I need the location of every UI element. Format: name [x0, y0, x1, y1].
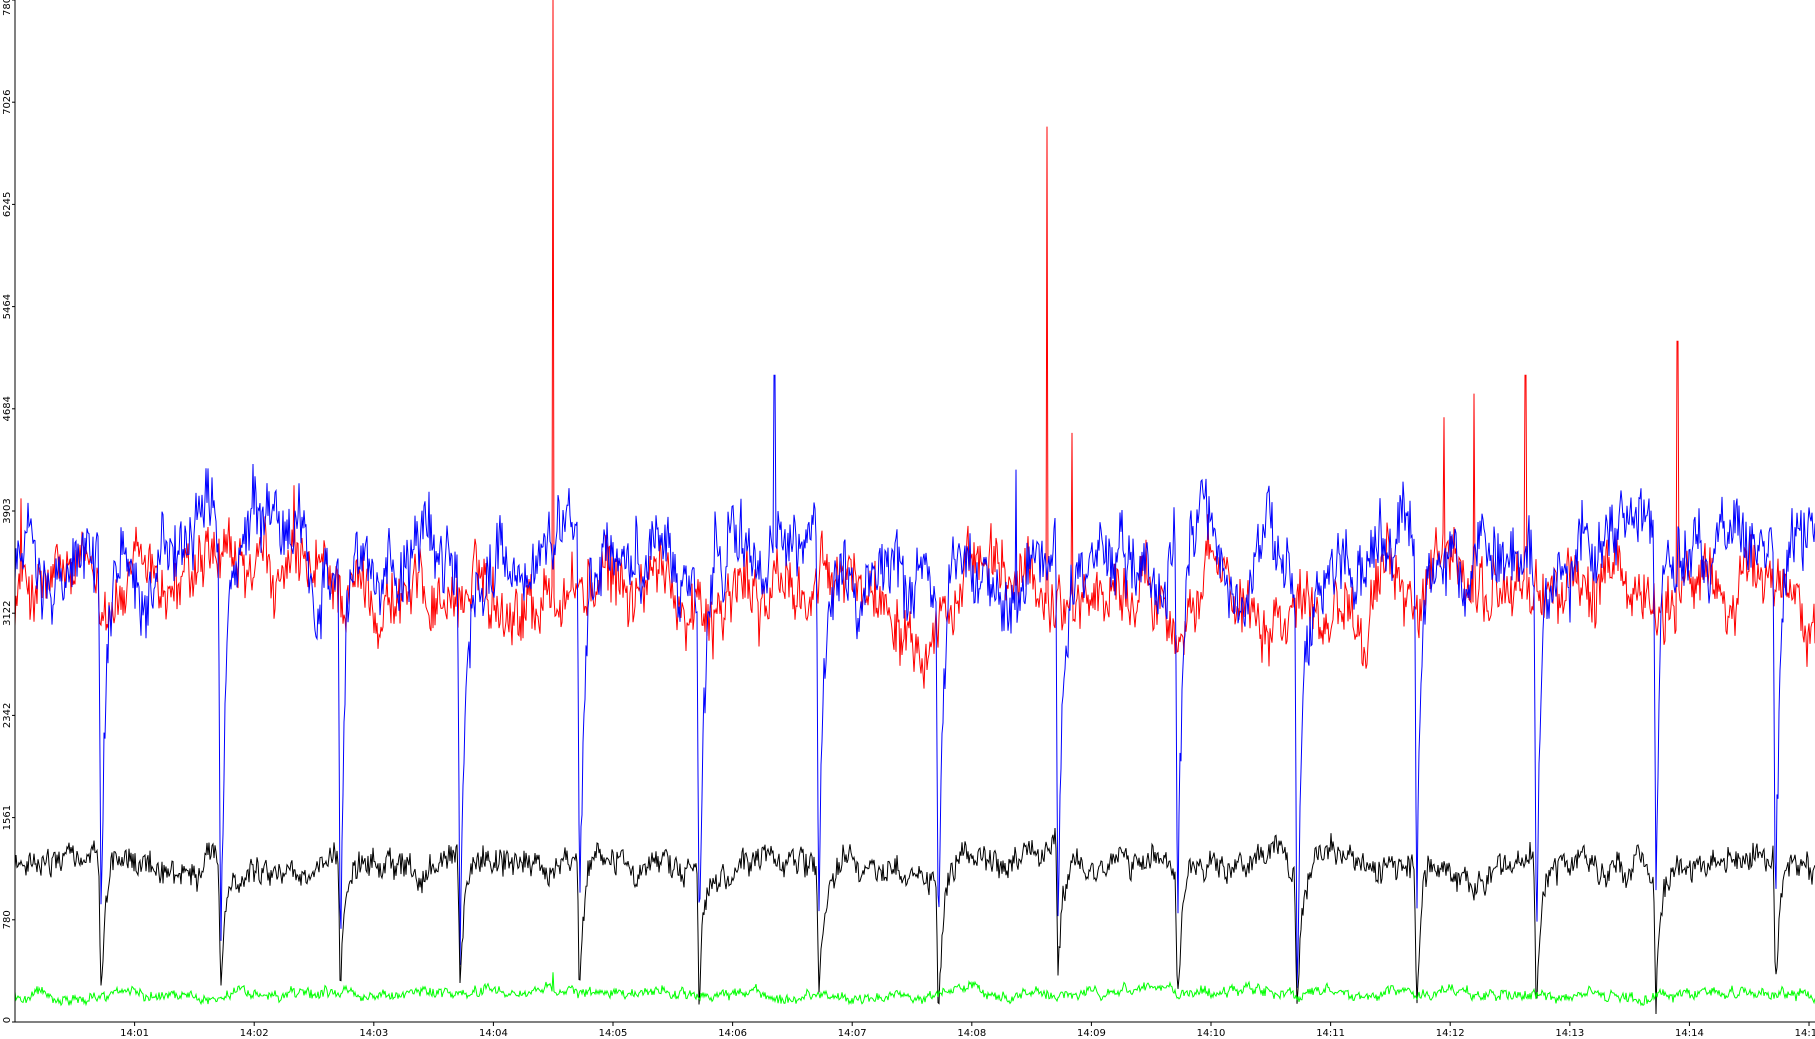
x-tick-label: 14:12	[1436, 1028, 1465, 1039]
x-tick-label: 14:11	[1316, 1028, 1345, 1039]
y-tick-label: 1561	[2, 805, 13, 830]
x-tick-label: 14:07	[838, 1028, 867, 1039]
y-tick-label: 3903	[2, 498, 13, 523]
x-tick-label: 14:13	[1555, 1028, 1584, 1039]
y-tick-label: 780	[2, 910, 13, 929]
y-tick-label: 7026	[2, 89, 13, 114]
series-line-blue	[14, 374, 1815, 988]
series-layer	[14, 0, 1815, 1015]
y-tick-label: 7807	[2, 0, 13, 16]
x-tick-label: 14:14	[1675, 1028, 1704, 1039]
y-tick-label: 0	[2, 1017, 13, 1023]
y-tick-label: 3122	[2, 600, 13, 625]
series-line-black	[14, 827, 1815, 1015]
series-line-red	[14, 0, 1815, 689]
y-tick-label: 4684	[2, 396, 13, 421]
series-line-green	[14, 972, 1815, 1007]
x-tick-label: 14:09	[1077, 1028, 1106, 1039]
y-tick-label: 5464	[2, 294, 13, 319]
y-tick-labels: 0 780 1561 2342 3122 3903 4684 5464 6245 7026 7807	[2, 0, 15, 1023]
x-tick-label: 14:01	[120, 1028, 149, 1039]
x-tick-label: 14:04	[479, 1028, 508, 1039]
x-tick-label: 14:08	[957, 1028, 986, 1039]
y-tick-label: 2342	[2, 703, 13, 728]
y-tick-label: 6245	[2, 192, 13, 217]
x-tick-label: 14:02	[240, 1028, 269, 1039]
x-tick-label: 14:05	[599, 1028, 628, 1039]
x-tick-labels: 14:01 14:02 14:03 14:04 14:05 14:06 14:07 14:08…	[120, 1022, 1815, 1039]
x-tick-label: 14:15	[1795, 1028, 1815, 1039]
x-tick-label: 14:03	[359, 1028, 388, 1039]
x-tick-label: 14:10	[1197, 1028, 1226, 1039]
x-tick-label: 14:06	[718, 1028, 747, 1039]
